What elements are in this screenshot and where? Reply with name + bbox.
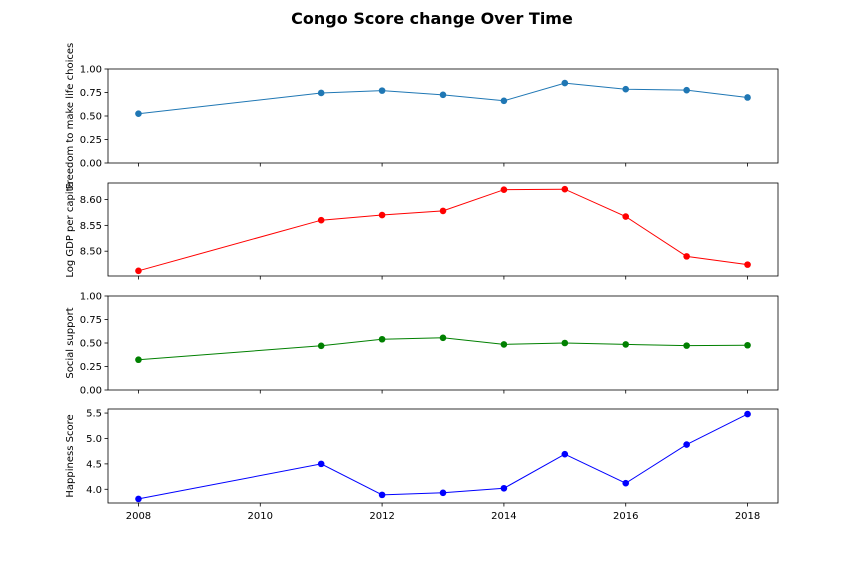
- panel-2: 0.00 0.25 0.50 0.75 1.00 Social support: [65, 292, 779, 397]
- xtick-label: 2008: [126, 511, 151, 522]
- panel-1-point: [683, 253, 690, 260]
- panel-0-point: [378, 87, 386, 94]
- xtick-label: 2012: [369, 511, 394, 522]
- panel-0-ytick-label: 1.00: [80, 65, 102, 76]
- panel-3-point: [500, 484, 508, 492]
- panel-0-ylabel: Freedom to make life choices: [65, 43, 76, 189]
- panel-3: 4.0 4.5 5.0 5.5 2008 2010 2012 2014 2016 2018 Happ…: [65, 408, 779, 522]
- panel-1-ytick-label: 8.60: [80, 195, 102, 206]
- panel-0-ytick-label: 0.75: [80, 88, 102, 99]
- xtick-label: 2014: [491, 511, 516, 522]
- panel-3-ytick-label: 5.5: [86, 409, 102, 420]
- panel-2-ytick-label: 0.25: [80, 362, 102, 373]
- panels-group: 0.00 0.25 0.50 0.75 1.00 Freedom to make life…: [65, 43, 779, 522]
- panel-1-series-line: [138, 188, 748, 272]
- chart-title: Congo Score change Over Time: [291, 9, 573, 28]
- panel-2-point: [317, 342, 325, 350]
- panel-3-point: [683, 441, 690, 448]
- panel-1-point: [744, 261, 751, 268]
- panel-1-ytick-label: 8.50: [80, 247, 102, 258]
- panel-2-point: [744, 341, 751, 349]
- panel-2-ytick-label: 1.00: [80, 292, 102, 303]
- panel-2-point: [378, 335, 386, 343]
- panel-1-point: [500, 186, 508, 194]
- panel-3-point: [561, 450, 569, 458]
- panel-1-point: [439, 207, 447, 215]
- panel-0-point: [439, 91, 447, 99]
- panel-1-point: [135, 267, 142, 275]
- panel-3-point: [317, 460, 325, 468]
- panel-0-point: [500, 97, 508, 105]
- panel-0-point: [317, 89, 325, 97]
- panel-2-point: [561, 339, 569, 347]
- panel-2-ylabel: Social support: [65, 307, 76, 378]
- panel-3-ylabel: Happiness Score: [65, 414, 76, 497]
- panel-1: 8.50 8.55 8.60 Log GDP per capita: [65, 181, 779, 280]
- panel-0-point: [135, 110, 142, 117]
- panel-2-frame: [107, 295, 779, 391]
- panel-0-frame: [107, 68, 779, 164]
- panel-3-point: [439, 489, 447, 497]
- panel-3-point: [744, 410, 751, 418]
- panel-0-ytick-label: 0.00: [80, 159, 102, 170]
- panel-3-point: [378, 491, 386, 499]
- panel-2-ytick-label: 0.75: [80, 315, 102, 326]
- panel-1-point: [317, 216, 325, 224]
- panel-2-ytick-label: 0.50: [80, 339, 102, 350]
- panel-3-frame: [107, 408, 779, 504]
- xtick-label: 2018: [735, 511, 760, 522]
- panel-2-point: [683, 342, 690, 349]
- panel-2-point: [135, 356, 142, 364]
- panel-2-ytick-label: 0.00: [80, 386, 102, 397]
- panel-0-point: [561, 79, 569, 87]
- panel-0-point: [744, 94, 751, 101]
- panel-3-ytick-label: 4.5: [86, 459, 102, 470]
- panel-3-series-line: [138, 413, 748, 500]
- panel-1-ylabel: Log GDP per capita: [65, 181, 76, 277]
- panel-2-point: [500, 341, 508, 348]
- panel-3-point: [622, 479, 630, 487]
- panel-1-point: [622, 213, 630, 220]
- panel-0-ytick-label: 0.25: [80, 135, 102, 146]
- panel-0-point: [622, 85, 630, 93]
- xtick-label: 2010: [248, 511, 273, 522]
- panel-3-ytick-label: 4.0: [86, 485, 102, 496]
- panel-3-point: [135, 495, 142, 503]
- panel-1-point: [378, 211, 386, 219]
- panel-1-point: [561, 185, 569, 193]
- panel-0: 0.00 0.25 0.50 0.75 1.00 Freedom to make life…: [65, 43, 779, 189]
- panel-2-point: [439, 334, 447, 342]
- panel-0-series-line: [138, 82, 748, 115]
- xtick-label: 2016: [613, 511, 638, 522]
- panel-3-ytick-label: 5.0: [86, 434, 102, 445]
- panel-0-ytick-label: 0.50: [80, 112, 102, 123]
- panel-1-frame: [107, 182, 779, 277]
- panel-0-point: [683, 86, 690, 94]
- panel-1-ytick-label: 8.55: [80, 221, 102, 232]
- panel-2-point: [622, 341, 630, 348]
